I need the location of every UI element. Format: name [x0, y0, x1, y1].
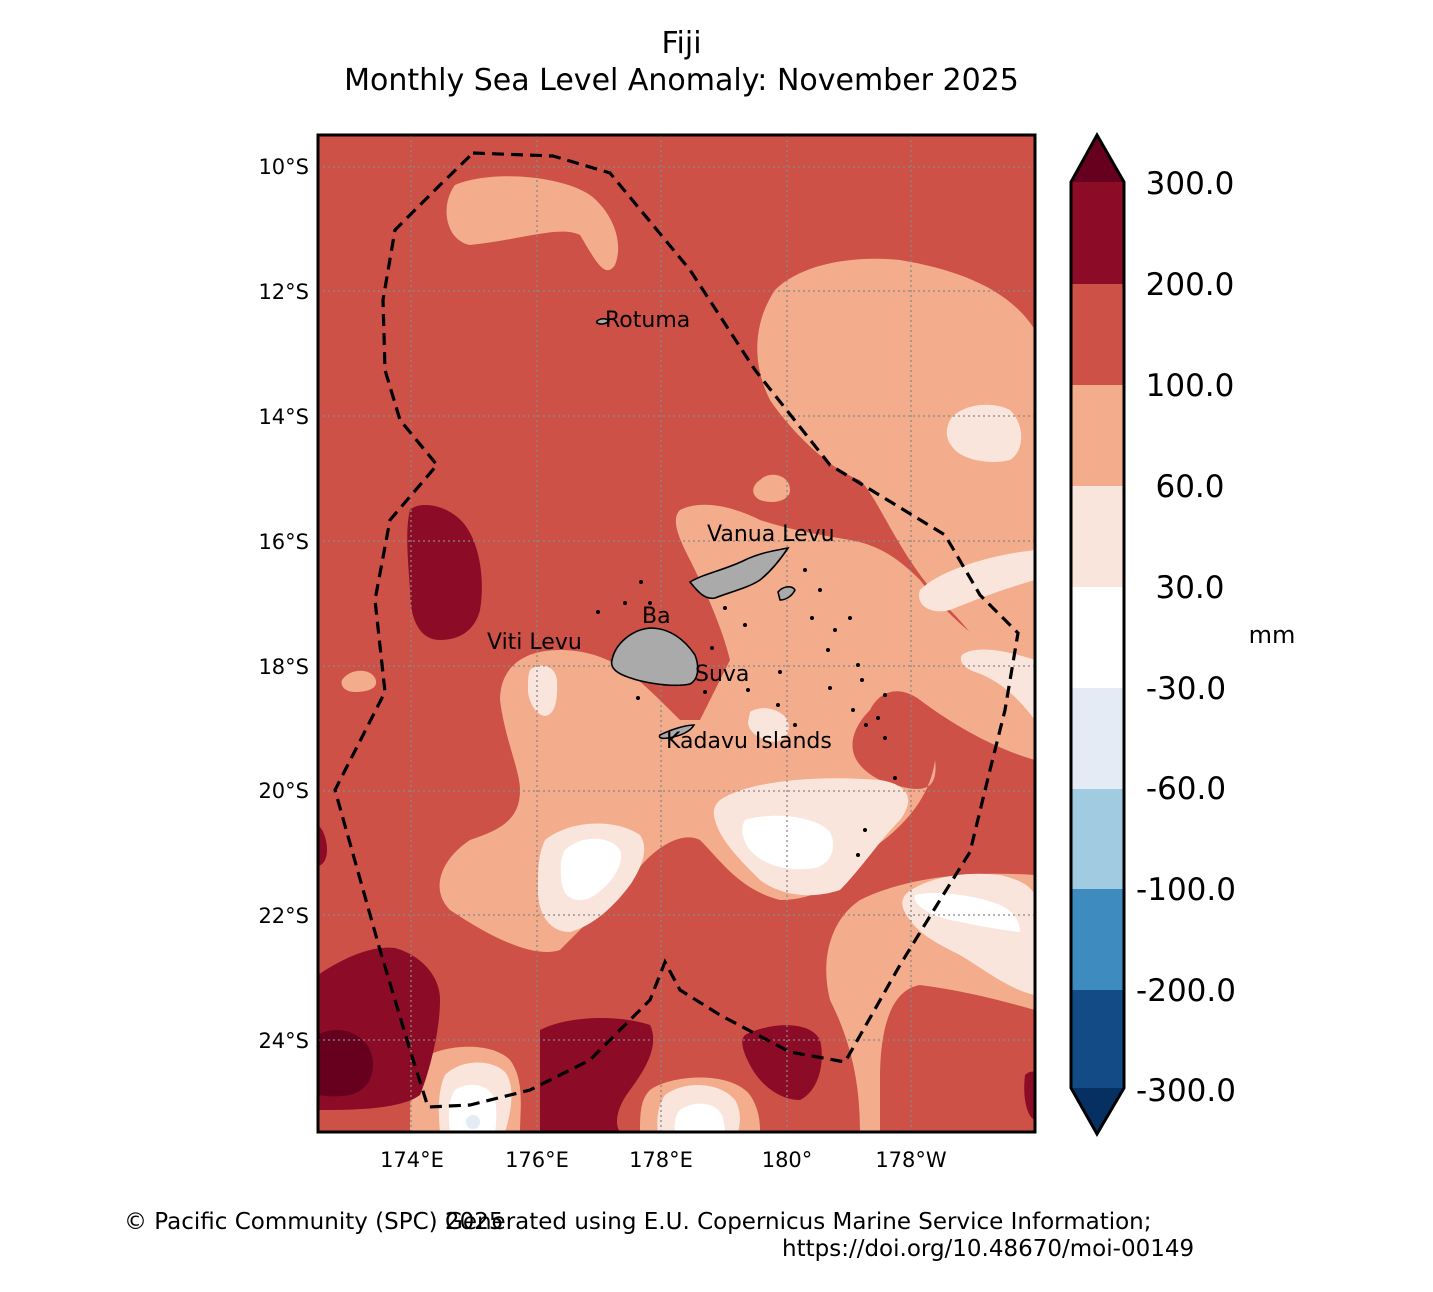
colorbar-extend-bottom: [1071, 1088, 1124, 1134]
island-taveuni: [777, 586, 796, 601]
colorbar-level-label: -200.0: [1136, 973, 1236, 1009]
copyright-text: © Pacific Community (SPC) 2025: [124, 1209, 504, 1235]
anomaly-above-300-region: [318, 1030, 374, 1097]
map-frame: [316, 133, 1037, 1134]
colorbar-level-label: 100.0: [1146, 368, 1235, 404]
colorbar-band-200-300: [1071, 182, 1124, 284]
anomaly-small-negative-spot: [466, 1115, 480, 1129]
doi-link[interactable]: https://doi.org/10.48670/moi-00149: [782, 1236, 1195, 1262]
map-country-title: Fiji: [661, 26, 702, 61]
lat-tick-label: 22°S: [258, 904, 309, 928]
colorbar-level-label: -30.0: [1146, 671, 1226, 707]
colorbar-level-label: 300.0: [1146, 166, 1235, 202]
data-source-text: Generated using E.U. Copernicus Marine S…: [445, 1209, 1152, 1235]
island-vanua-levu: [688, 546, 790, 600]
island-kadavu: [658, 724, 696, 740]
gridlines: [318, 135, 1035, 1132]
colorbar-band-m30-30: [1071, 587, 1124, 688]
lat-tick-label: 20°S: [258, 779, 309, 803]
colorbar-extend-top: [1071, 135, 1124, 182]
anomaly-field: [318, 135, 1035, 1132]
small-islands: [596, 568, 897, 857]
colorbar-band-m300-m200: [1071, 990, 1124, 1088]
lon-tick-label: 178°W: [875, 1148, 947, 1172]
anomaly-neutral-regions: [448, 815, 1020, 1132]
colorbar-level-label: 60.0: [1155, 469, 1224, 505]
colorbar-unit-label: mm: [1249, 621, 1296, 649]
colorbar-level-label: -60.0: [1146, 771, 1226, 807]
eez-boundary: [333, 151, 1020, 1109]
colorbar-level-label: 30.0: [1155, 570, 1224, 606]
island-rotuma: [596, 317, 611, 325]
colorbar-band-m100-m60: [1071, 789, 1124, 889]
colorbar-band-60-100: [1071, 385, 1124, 486]
colorbar-level-label: 200.0: [1146, 267, 1235, 303]
lat-tick-label: 14°S: [258, 405, 309, 429]
place-label-kadavu: Kadavu Islands: [666, 729, 832, 754]
lon-tick-label: 176°E: [505, 1148, 569, 1172]
colorbar-band-100-200: [1071, 284, 1124, 385]
island-viti-levu: [610, 627, 699, 687]
place-label-vanua-levu: Vanua Levu: [707, 522, 835, 547]
colorbar-band-m200-m100: [1071, 889, 1124, 990]
map-title: Monthly Sea Level Anomaly: November 2025: [344, 63, 1019, 98]
islands: [596, 317, 796, 740]
lat-tick-label: 10°S: [258, 155, 309, 179]
lat-tick-label: 18°S: [258, 655, 309, 679]
place-label-viti-levu: Viti Levu: [487, 630, 582, 655]
lon-tick-label: 174°E: [380, 1148, 444, 1172]
colorbar-band-30-60: [1071, 486, 1124, 587]
place-label-ba: Ba: [642, 604, 671, 629]
colorbar-level-label: -100.0: [1136, 872, 1236, 908]
place-label-suva: Suva: [695, 662, 749, 687]
colorbar: [1069, 131, 1126, 1138]
colorbar-band-m60-m30: [1071, 688, 1124, 789]
colorbar-level-label: -300.0: [1136, 1073, 1236, 1109]
colorbar-outline: [1069, 131, 1126, 1138]
lat-tick-label: 24°S: [258, 1029, 309, 1053]
lon-tick-label: 178°E: [629, 1148, 693, 1172]
lat-tick-label: 16°S: [258, 530, 309, 554]
place-label-rotuma: Rotuma: [605, 308, 690, 333]
lat-tick-label: 12°S: [258, 280, 309, 304]
lon-tick-label: 180°: [762, 1148, 813, 1172]
